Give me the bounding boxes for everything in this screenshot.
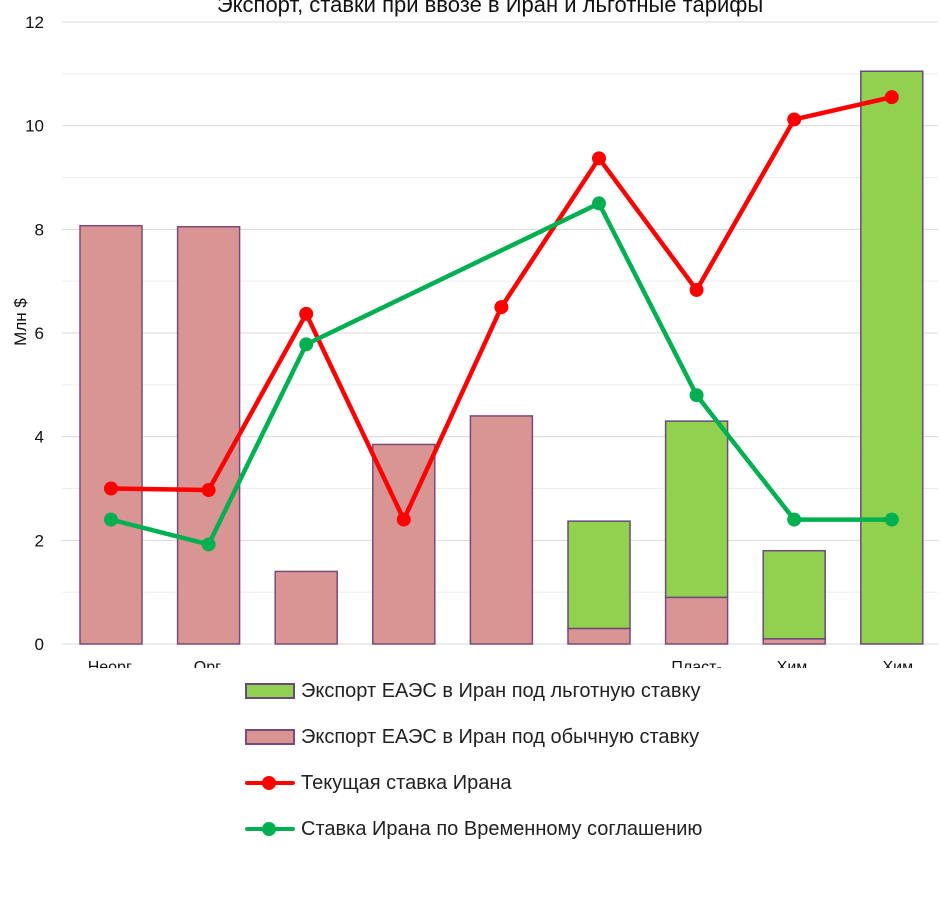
- agreement-rate-point: [787, 512, 802, 527]
- y-tick-label: 8: [35, 220, 44, 239]
- y-tick-label: 12: [25, 13, 44, 32]
- agreement-rate-point: [884, 512, 899, 527]
- y-tick-label: 6: [35, 324, 44, 343]
- agreement-rate-point: [689, 388, 704, 403]
- y-axis: 0 2 4 6 8 10 12: [25, 13, 44, 654]
- current-rate-point: [201, 483, 216, 498]
- legend-label: Ставка Ирана по Временному соглашению: [301, 817, 703, 840]
- legend: Экспорт ЕАЭС в Иран под льготную ставку …: [245, 668, 935, 852]
- legend-label: Экспорт ЕАЭС в Иран под обычную ставку: [301, 725, 700, 748]
- regular-export-bar: [79, 224, 143, 645]
- current-rate-point: [396, 512, 411, 527]
- legend-item-preferential-export: Экспорт ЕАЭС в Иран под льготную ставку: [245, 668, 935, 714]
- green-line-marker-icon: [245, 821, 301, 837]
- y-axis-title: Млн $: [11, 298, 30, 346]
- regular-export-bar: [664, 596, 729, 645]
- preferential-export-bar: [664, 420, 729, 599]
- x-category-label: Хим.волокна: [870, 659, 930, 668]
- current-rate-point: [884, 90, 899, 105]
- lines: [104, 90, 899, 552]
- x-category-label: Пласт-массы: [671, 659, 721, 668]
- current-rate-point: [787, 112, 802, 127]
- regular-export-bar: [567, 627, 631, 645]
- chart: Экспорт, ставки при ввозе в Иран и льгот…: [11, 0, 938, 668]
- legend-label: Экспорт ЕАЭС в Иран под льготную ставку: [301, 679, 701, 702]
- agreement-rate-point: [201, 537, 216, 552]
- legend-item-current-rate: Текущая ставка Ирана: [245, 760, 935, 806]
- agreement-rate-point: [104, 512, 118, 527]
- x-axis: Неорг.химияОрг.химияФармаУдобр.КраскиПар…: [88, 659, 930, 668]
- x-category-label: Орг.химия: [186, 659, 232, 668]
- bars: [79, 70, 924, 645]
- regular-export-bar: [762, 638, 826, 645]
- preferential-export-bar: [567, 520, 631, 630]
- x-category-label: Хим.нити: [777, 659, 812, 668]
- y-tick-label: 10: [25, 117, 44, 136]
- legend-label: Текущая ставка Ирана: [301, 771, 512, 794]
- current-rate-point: [592, 151, 606, 166]
- agreement-rate-point: [299, 337, 314, 352]
- regular-export-bar: [469, 415, 534, 645]
- preferential-export-bar: [860, 70, 924, 645]
- pink-bar-swatch-icon: [245, 729, 295, 745]
- preferential-export-bar: [762, 549, 826, 640]
- legend-item-regular-export: Экспорт ЕАЭС в Иран под обычную ставку: [245, 714, 935, 760]
- current-rate-point: [494, 300, 509, 315]
- chart-title: Экспорт, ставки при ввозе в Иран и льгот…: [217, 0, 763, 17]
- agreement-rate-point: [592, 196, 606, 211]
- y-tick-label: 2: [35, 531, 44, 550]
- green-bar-swatch-icon: [245, 683, 295, 699]
- current-rate-point: [104, 481, 118, 496]
- regular-export-bar: [274, 570, 338, 645]
- y-tick-label: 0: [35, 635, 44, 654]
- x-category-label: Неорг.химия: [88, 659, 135, 668]
- current-rate-point: [689, 282, 704, 297]
- y-tick-label: 4: [35, 428, 44, 447]
- regular-export-bar: [176, 225, 241, 645]
- current-rate-point: [299, 306, 314, 321]
- red-line-marker-icon: [245, 775, 301, 791]
- legend-item-agreement-rate: Ставка Ирана по Временному соглашению: [245, 806, 935, 852]
